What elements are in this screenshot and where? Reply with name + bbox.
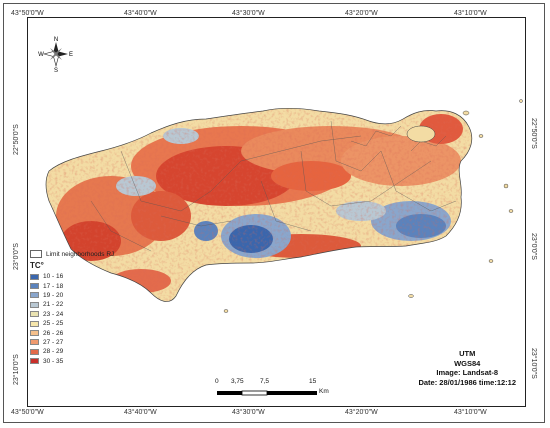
date-label: Date: 28/01/1986 time:12:12: [418, 377, 516, 387]
image-label: Image: Landsat-8: [436, 368, 499, 377]
map-panel: [27, 17, 526, 407]
legend-class-row: 23 - 24: [30, 310, 114, 319]
scale-unit: Km: [319, 388, 329, 395]
left-tick: 22°50'0"S: [13, 124, 20, 155]
bottom-tick: 43°20'0"W: [345, 409, 378, 416]
limit-legend-row: Limit neighborhoods RJ: [30, 250, 114, 258]
legend-swatch: [30, 283, 39, 290]
left-tick: 23°10'0"S: [13, 354, 20, 385]
map-info: UTM WGS84 Image: Landsat-8 Date: 28/01/1…: [418, 349, 516, 387]
legend-class-label: 28 - 29: [43, 348, 64, 356]
scale-bar: [217, 390, 317, 396]
legend-class-row: 21 - 22: [30, 300, 114, 309]
projection-label: UTM: [459, 349, 476, 358]
legend-swatch: [30, 311, 39, 318]
legend-classes: 10 - 16 17 - 18 19 - 20 21 - 22 23 - 24 25 - …: [30, 272, 114, 366]
right-tick: 22°50'0"S: [530, 118, 537, 149]
legend-class-row: 10 - 16: [30, 272, 114, 281]
legend-swatch: [30, 301, 39, 308]
scale-label: 0: [215, 378, 219, 385]
legend-class-label: 10 - 16: [43, 273, 64, 281]
legend-title: TC°: [30, 261, 44, 270]
legend-class-row: 27 - 27: [30, 338, 114, 347]
legend-swatch: [30, 273, 39, 280]
limit-swatch: [30, 250, 42, 258]
legend-swatch: [30, 292, 39, 299]
top-tick: 43°10'0"W: [454, 10, 487, 17]
top-tick: 43°40'0"W: [124, 10, 157, 17]
bottom-tick: 43°30'0"W: [232, 409, 265, 416]
scale-label: 15: [309, 378, 317, 385]
bottom-tick: 43°10'0"W: [454, 409, 487, 416]
compass-e: E: [69, 52, 73, 58]
legend-class-label: 21 - 22: [43, 301, 64, 309]
legend-swatch: [30, 320, 39, 327]
scale-labels: 0 3,75 7,5 15: [213, 378, 333, 386]
datum-label: WGS84: [454, 358, 481, 368]
top-tick: 43°50'0"W: [11, 10, 44, 17]
legend-class-label: 30 - 35: [43, 357, 64, 365]
legend-class-row: 26 - 26: [30, 328, 114, 337]
compass-n: N: [54, 37, 58, 43]
compass-rose-icon: N S E W: [38, 37, 73, 73]
scale-label: 7,5: [260, 378, 270, 385]
bottom-tick: 43°40'0"W: [124, 409, 157, 416]
legend-class-label: 19 - 20: [43, 291, 64, 299]
legend-class-row: 28 - 29: [30, 347, 114, 356]
bottom-tick: 43°50'0"W: [11, 409, 44, 416]
legend-class-row: 19 - 20: [30, 291, 114, 300]
right-tick: 23°10'0"S: [530, 348, 537, 379]
legend-class-label: 23 - 24: [43, 310, 64, 318]
legend-swatch: [30, 348, 39, 355]
legend-class-label: 26 - 26: [43, 329, 64, 337]
compass-s: S: [54, 68, 58, 73]
legend-swatch: [30, 330, 39, 337]
top-tick: 43°20'0"W: [345, 10, 378, 17]
limit-label: Limit neighborhoods RJ: [46, 250, 115, 258]
legend-class-label: 27 - 27: [43, 338, 64, 346]
right-tick: 23°0'0"S: [530, 233, 537, 260]
legend-class-label: 25 - 25: [43, 320, 64, 328]
legend-class-row: 17 - 18: [30, 281, 114, 290]
scale-label: 3,75: [231, 378, 244, 385]
temperature-map: [45, 99, 523, 313]
left-tick: 23°0'0"S: [13, 243, 20, 270]
top-tick: 43°30'0"W: [232, 10, 265, 17]
compass-w: W: [38, 52, 44, 58]
legend-class-row: 30 - 35: [30, 357, 114, 366]
legend-class-label: 17 - 18: [43, 282, 64, 290]
legend-class-row: 25 - 25: [30, 319, 114, 328]
legend-swatch: [30, 358, 39, 365]
map-legend: Limit neighborhoods RJ TC° 10 - 16 17 - 1…: [30, 250, 114, 366]
legend-swatch: [30, 339, 39, 346]
